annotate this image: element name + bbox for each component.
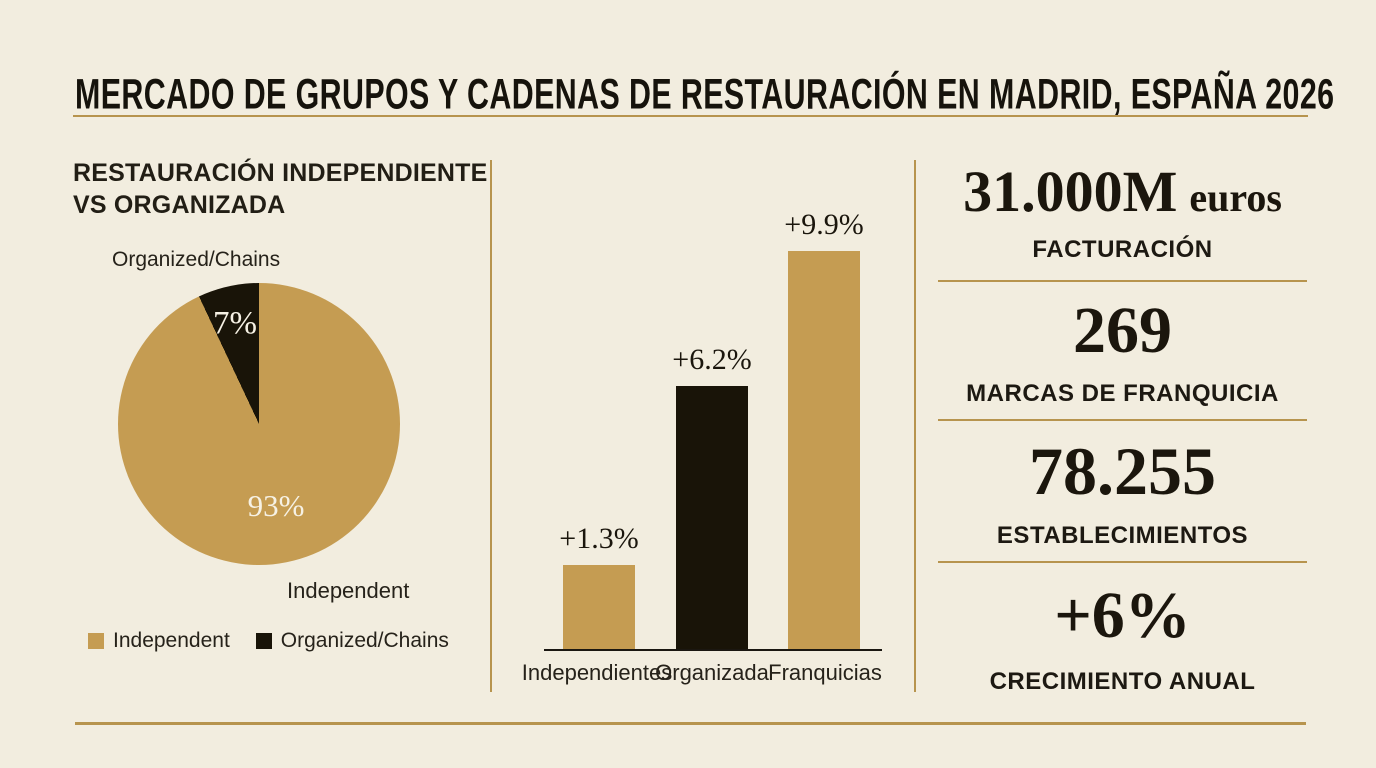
category-label-franquicias: Franquicias: [768, 660, 882, 685]
legend-item-organized: Organized/Chains: [255, 629, 449, 653]
stat-divider-1: [938, 280, 1307, 282]
category-label-independientes: Independientes: [521, 660, 673, 685]
pie-label-independent: Independent: [287, 578, 410, 603]
pie-section-heading: RESTAURACIÓN INDEPENDIENTE VS ORGANIZADA: [73, 157, 488, 221]
bar-franquicias: [788, 251, 860, 649]
stat-suffix-facturacion: euros: [1189, 175, 1282, 220]
pie-legend: Independent Organized/Chains: [88, 629, 449, 653]
legend-swatch-independent: [88, 633, 104, 649]
stat-divider-2: [938, 419, 1307, 421]
bar-value-label-independientes: +1.3%: [559, 522, 639, 555]
bar-chart-axis: [544, 649, 882, 651]
vertical-divider-right: [914, 160, 916, 692]
bar-group-independientes: +1.3%: [559, 522, 639, 649]
category-label-organizada: Organizada: [655, 660, 769, 685]
bar-value-label-organizada: +6.2%: [672, 343, 752, 376]
stat-number-establecimientos: 78.255: [1029, 433, 1216, 509]
stat-label-facturacion: FACTURACIÓN: [1032, 236, 1213, 263]
stat-block-facturacion: 31.000M euros FACTURACIÓN: [938, 160, 1307, 264]
stat-label-crecimiento: CRECIMIENTO ANUAL: [989, 668, 1256, 695]
stat-block-crecimiento: +6% CRECIMIENTO ANUAL: [938, 578, 1307, 696]
stat-label-establecimientos: ESTABLECIMIENTOS: [996, 522, 1249, 549]
bottom-divider: [75, 722, 1306, 725]
legend-item-independent: Independent: [88, 629, 230, 653]
legend-label-organized: Organized/Chains: [280, 629, 449, 652]
stat-value-crecimiento: +6%: [938, 578, 1307, 662]
stat-number-facturacion: 31.000M: [963, 159, 1178, 224]
stat-value-establecimientos: 78.255: [938, 436, 1307, 516]
stat-value-marcas: 269: [938, 296, 1307, 374]
bar-value-label-franquicias: +9.9%: [784, 208, 864, 241]
legend-label-independent: Independent: [113, 629, 230, 652]
stat-block-establecimientos: 78.255 ESTABLECIMIENTOS: [938, 436, 1307, 550]
title-divider: [73, 115, 1308, 117]
pie-label-organized: Organized/Chains: [112, 248, 281, 271]
page-title: MERCADO DE GRUPOS Y CADENAS DE RESTAURAC…: [75, 71, 1335, 119]
pie-chart: 7% 93%: [118, 283, 400, 565]
pie-slice-label-organized: 7%: [213, 305, 257, 342]
legend-swatch-organized: [255, 633, 272, 649]
bar-group-organizada: +6.2%: [672, 343, 752, 649]
vertical-divider-left: [490, 160, 492, 692]
bar-chart: +1.3% +6.2% +9.9%: [544, 200, 882, 651]
stat-number-crecimiento: +6%: [1054, 579, 1191, 652]
pie-section-heading-line2: VS ORGANIZADA: [73, 191, 286, 219]
pie-slice-label-independent: 93%: [247, 488, 305, 523]
stat-label-marcas: MARCAS DE FRANQUICIA: [966, 380, 1279, 407]
bar-organizada: [676, 386, 748, 649]
stat-value-facturacion: 31.000M euros: [938, 160, 1307, 230]
bar-group-franquicias: +9.9%: [784, 208, 864, 649]
pie-section-heading-line1: RESTAURACIÓN INDEPENDIENTE: [73, 159, 488, 187]
stat-divider-3: [938, 561, 1307, 563]
bar-independientes: [563, 565, 635, 649]
stat-block-marcas: 269 MARCAS DE FRANQUICIA: [938, 296, 1307, 408]
stat-number-marcas: 269: [1073, 294, 1172, 367]
